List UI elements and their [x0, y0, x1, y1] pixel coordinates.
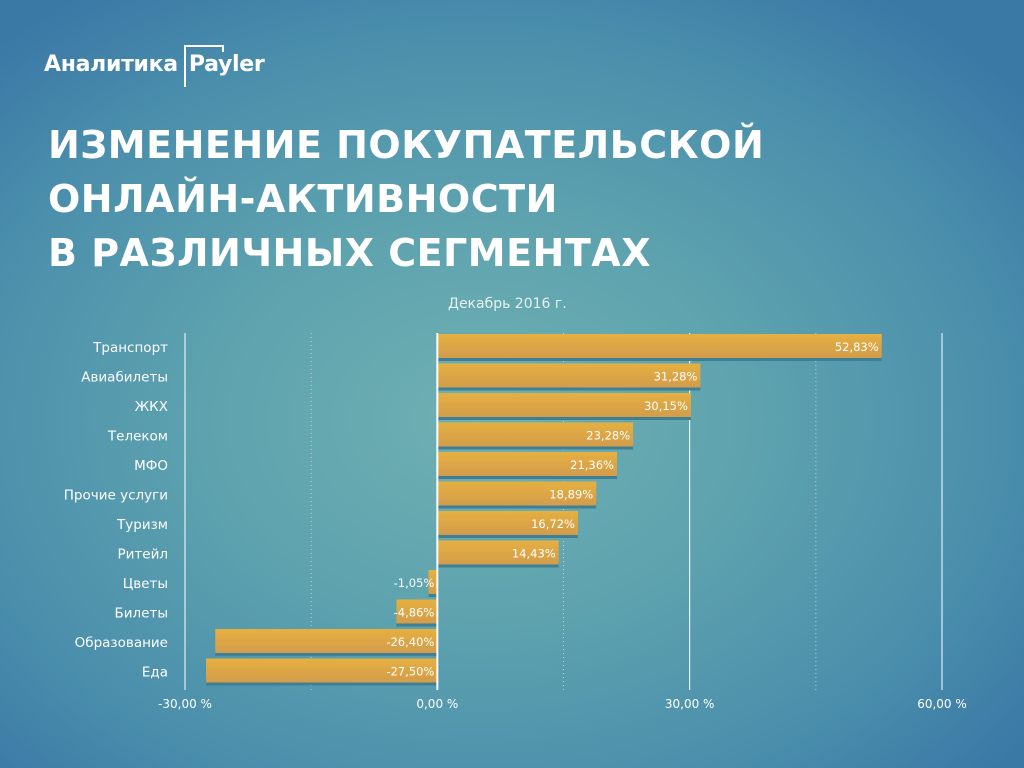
bar [437, 393, 691, 417]
bar [437, 452, 617, 476]
bar-shadow [437, 356, 882, 361]
bar [396, 599, 438, 624]
title-line: В РАЗЛИЧНЫХ СЕГМЕНТАХ [48, 231, 651, 275]
x-tick-label: -30,00 % [158, 697, 212, 711]
category-label: Телеком [107, 429, 168, 445]
category-label: Еда [142, 665, 168, 681]
logo: Аналитика Payler [44, 45, 267, 87]
category-label: Ритейл [118, 547, 169, 563]
category-label: ЖКХ [135, 399, 168, 415]
x-tick-label: 0,00 % [416, 697, 458, 711]
category-label: Авиабилеты [81, 370, 168, 386]
bar [215, 629, 438, 653]
page-title: ИЗМЕНЕНИЕ ПОКУПАТЕЛЬСКОЙ ОНЛАЙН-АКТИВНОС… [48, 118, 764, 280]
data-label: -4,86% [394, 606, 435, 620]
data-label: 30,15% [644, 399, 688, 413]
logo-brand: Payler [183, 45, 267, 87]
data-label: 31,28% [654, 370, 698, 384]
bar [437, 334, 882, 358]
title-line: ИЗМЕНЕНИЕ ПОКУПАТЕЛЬСКОЙ [48, 123, 765, 167]
bar-shadow [437, 385, 701, 391]
bar-shadow [437, 562, 559, 568]
category-label: Транспорт [92, 340, 168, 356]
bar-shadow [437, 503, 597, 509]
data-label: 52,83% [835, 340, 879, 354]
data-label: 21,36% [570, 458, 614, 472]
logo-text: Аналитика [44, 52, 178, 77]
category-label: Прочие услуги [64, 488, 168, 504]
bar-shadow [428, 592, 438, 597]
bar [437, 422, 634, 447]
x-tick-label: 30,00 % [665, 697, 715, 711]
bar [428, 570, 438, 594]
bar [437, 540, 559, 565]
bar-shadow [437, 415, 691, 420]
chart-subtitle: Декабрь 2016 г. [448, 296, 567, 312]
data-label: -26,40% [386, 635, 434, 649]
bar-shadow [437, 474, 617, 479]
category-label: Туризм [116, 517, 168, 533]
bar-shadow [437, 444, 634, 450]
bar-shadow [206, 680, 438, 686]
data-label: 18,89% [549, 488, 593, 502]
category-label: Билеты [115, 606, 169, 622]
category-label: Образование [75, 635, 168, 651]
bar [437, 481, 597, 506]
data-label: -27,50% [386, 665, 434, 679]
category-label: Цветы [123, 576, 168, 592]
bar-shadow [437, 533, 578, 538]
data-label: 16,72% [531, 517, 575, 531]
bar [206, 658, 438, 683]
x-tick-label: 60,00 % [917, 697, 967, 711]
title-line: ОНЛАЙН-АКТИВНОСТИ [48, 177, 558, 221]
bar [437, 363, 701, 388]
data-label: -1,05% [394, 576, 435, 590]
bar-shadow [215, 651, 438, 656]
category-label: МФО [134, 458, 168, 474]
data-label: 23,28% [586, 429, 630, 443]
data-label: 14,43% [512, 547, 556, 561]
bar [437, 511, 578, 535]
bar-shadow [396, 621, 438, 627]
